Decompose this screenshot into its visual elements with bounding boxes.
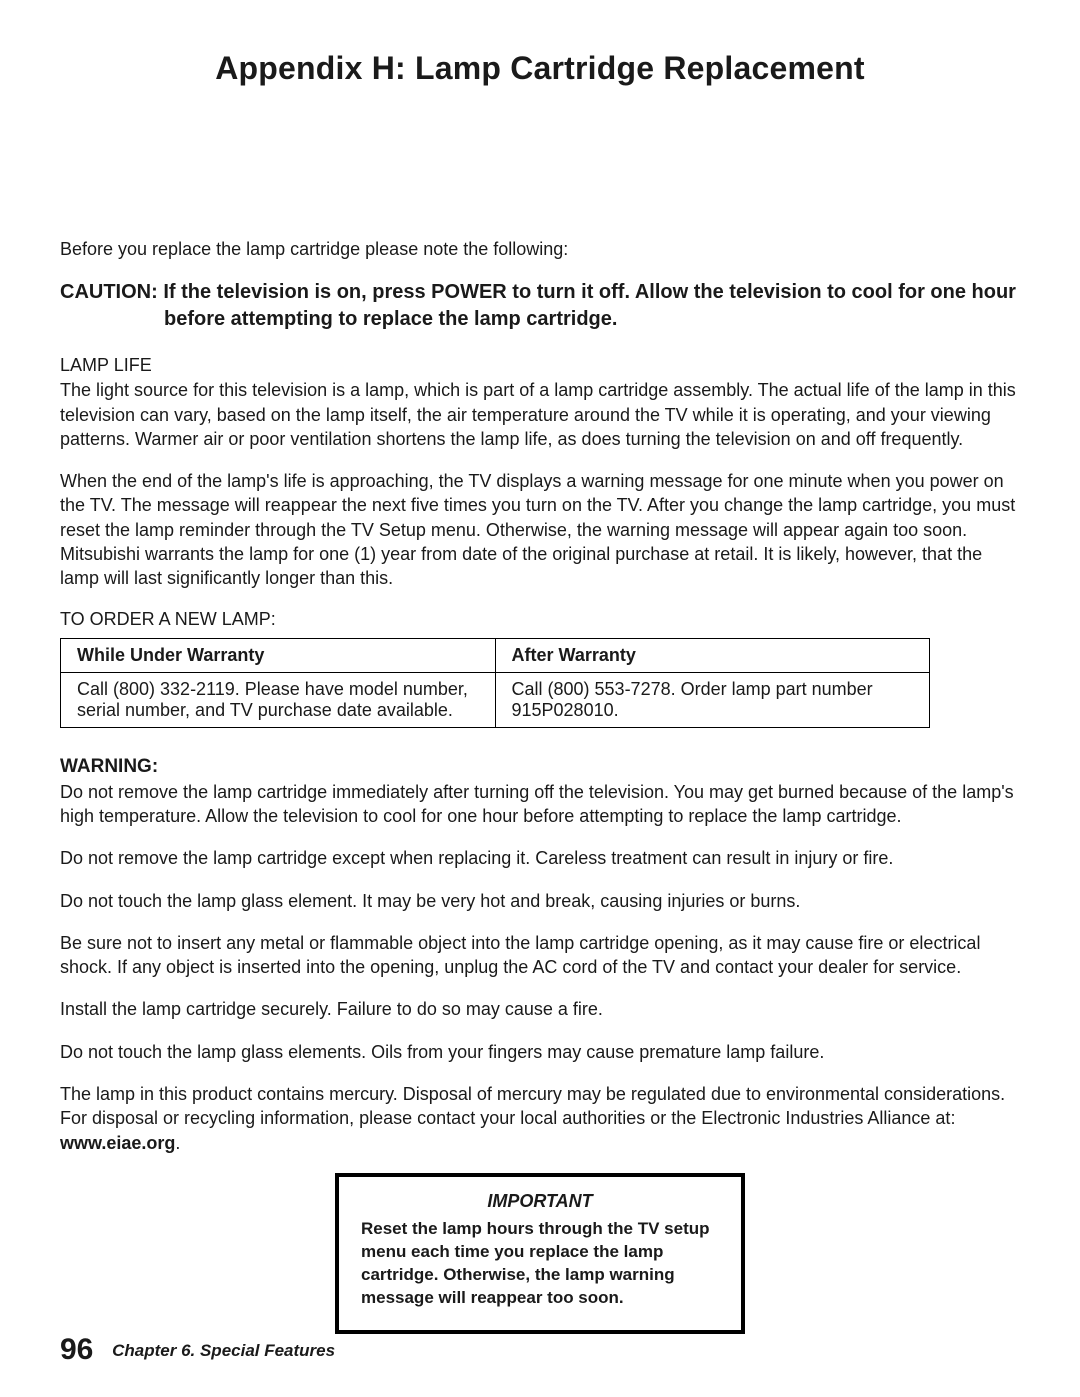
warning-p5: Install the lamp cartridge securely. Fai… (60, 997, 1020, 1021)
important-title: IMPORTANT (361, 1191, 719, 1212)
table-row: While Under Warranty After Warranty (61, 638, 930, 672)
important-body: Reset the lamp hours through the TV setu… (361, 1218, 719, 1310)
table-cell-after: Call (800) 553-7278. Order lamp part num… (495, 672, 930, 727)
warning-p2: Do not remove the lamp cartridge except … (60, 846, 1020, 870)
warning-p4: Be sure not to insert any metal or flamm… (60, 931, 1020, 980)
lamp-life-label: LAMP LIFE (60, 355, 1020, 376)
table-row: Call (800) 332-2119. Please have model n… (61, 672, 930, 727)
caution-block: CAUTION: If the television is on, press … (60, 279, 1020, 333)
caution-text: If the television is on, press POWER to … (163, 281, 1016, 330)
page-number: 96 (60, 1333, 93, 1366)
warning-p3: Do not touch the lamp glass element. It … (60, 889, 1020, 913)
caution-label: CAUTION: (60, 281, 158, 303)
table-header-after: After Warranty (495, 638, 930, 672)
order-table: While Under Warranty After Warranty Call… (60, 638, 930, 728)
mercury-text: The lamp in this product contains mercur… (60, 1084, 1005, 1128)
document-page: Appendix H: Lamp Cartridge Replacement B… (0, 0, 1080, 1397)
mercury-url: www.eiae.org (60, 1133, 175, 1153)
warning-p1: Do not remove the lamp cartridge immedia… (60, 780, 1020, 829)
table-cell-warranty: Call (800) 332-2119. Please have model n… (61, 672, 496, 727)
page-title: Appendix H: Lamp Cartridge Replacement (60, 50, 1020, 87)
intro-paragraph: Before you replace the lamp cartridge pl… (60, 237, 1020, 261)
warning-label: WARNING: (60, 756, 1020, 778)
lamp-life-p2: When the end of the lamp's life is appro… (60, 469, 1020, 590)
important-box: IMPORTANT Reset the lamp hours through t… (335, 1173, 745, 1334)
mercury-paragraph: The lamp in this product contains mercur… (60, 1082, 1020, 1155)
warning-p6: Do not touch the lamp glass elements. Oi… (60, 1040, 1020, 1064)
order-label: TO ORDER A NEW LAMP: (60, 609, 1020, 630)
lamp-life-p1: The light source for this television is … (60, 378, 1020, 451)
page-footer: 96 Chapter 6. Special Features (60, 1333, 335, 1367)
chapter-label: Chapter 6. Special Features (112, 1341, 335, 1360)
table-header-warranty: While Under Warranty (61, 638, 496, 672)
